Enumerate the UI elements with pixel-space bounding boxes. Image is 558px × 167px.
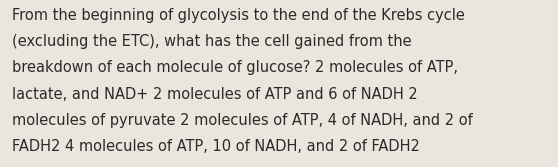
Text: FADH2 4 molecules of ATP, 10 of NADH, and 2 of FADH2: FADH2 4 molecules of ATP, 10 of NADH, an… bbox=[12, 139, 420, 154]
Text: From the beginning of glycolysis to the end of the Krebs cycle: From the beginning of glycolysis to the … bbox=[12, 8, 465, 23]
Text: breakdown of each molecule of glucose? 2 molecules of ATP,: breakdown of each molecule of glucose? 2… bbox=[12, 60, 458, 75]
Text: lactate, and NAD+ 2 molecules of ATP and 6 of NADH 2: lactate, and NAD+ 2 molecules of ATP and… bbox=[12, 87, 418, 102]
Text: (excluding the ETC), what has the cell gained from the: (excluding the ETC), what has the cell g… bbox=[12, 34, 412, 49]
Text: molecules of pyruvate 2 molecules of ATP, 4 of NADH, and 2 of: molecules of pyruvate 2 molecules of ATP… bbox=[12, 113, 473, 128]
